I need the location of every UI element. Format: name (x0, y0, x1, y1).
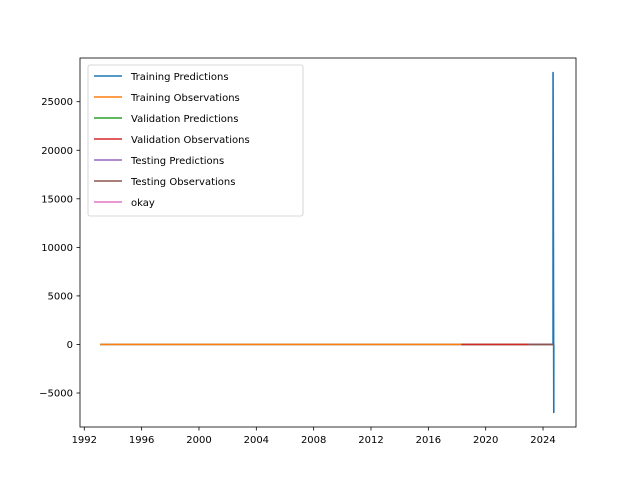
legend-box (87, 64, 304, 217)
x-tick-label: 2004 (244, 435, 269, 446)
y-tick-label: 0 (67, 340, 73, 351)
x-tick-label: 2016 (416, 435, 441, 446)
x-tick-label: 1992 (72, 435, 97, 446)
y-tick-label: 25000 (41, 97, 73, 108)
legend-label-0: Training Predictions (130, 72, 229, 83)
legend-label-1: Training Observations (130, 93, 240, 104)
legend-label-4: Testing Predictions (130, 156, 224, 167)
x-tick-label: 2008 (301, 435, 326, 446)
y-tick-label: 5000 (48, 291, 73, 302)
y-tick-label: 20000 (41, 146, 73, 157)
x-axis: 1992 1996 2000 2004 2008 2012 2016 2020 2024 (72, 427, 556, 446)
series-layer (100, 71, 555, 414)
x-tick-label: 2024 (530, 435, 555, 446)
legend-label-6: okay (131, 198, 155, 209)
y-tick-label: 10000 (41, 243, 73, 254)
y-tick-label: 15000 (41, 194, 73, 205)
legend: Training Predictions Training Observation… (87, 64, 304, 217)
x-tick-label: 2012 (358, 435, 383, 446)
legend-label-3: Validation Observations (131, 135, 250, 146)
x-tick-label: 1996 (129, 435, 154, 446)
x-tick-label: 2000 (186, 435, 211, 446)
legend-label-2: Validation Predictions (131, 114, 238, 125)
y-axis: −5000 0 5000 10000 15000 20000 25000 (39, 97, 80, 400)
y-tick-label: −5000 (39, 389, 73, 400)
plot-frame (79, 57, 577, 428)
x-tick-label: 2020 (473, 435, 498, 446)
legend-label-5: Testing Observations (130, 177, 235, 188)
